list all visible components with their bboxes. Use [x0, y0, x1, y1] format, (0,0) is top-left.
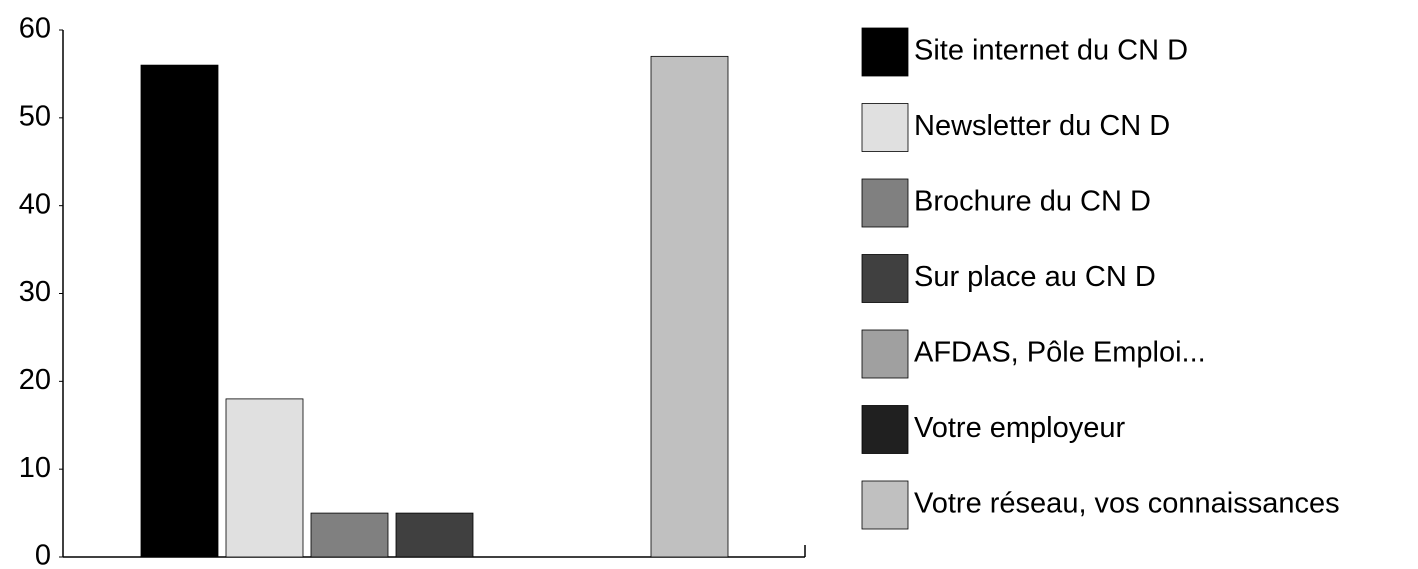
legend-label: Votre réseau, vos connaissances [914, 488, 1340, 520]
bar [650, 55, 729, 558]
legend-swatch [861, 480, 909, 530]
legend-swatch [861, 254, 909, 303]
legend-label: Sur place au CN D [914, 261, 1156, 293]
bar [140, 64, 219, 558]
legend-label: Votre employeur [914, 412, 1126, 444]
bar [225, 398, 304, 558]
legend-swatch [861, 329, 909, 379]
y-tick-label: 20 [19, 364, 51, 396]
y-tick-label: 40 [19, 188, 51, 220]
legend-label: Brochure du CN D [914, 186, 1151, 218]
legend-label: Site internet du CN D [914, 35, 1188, 67]
legend-label: AFDAS, Pôle Emploi... [914, 337, 1206, 369]
legend-swatch [861, 405, 909, 454]
legend-swatch [861, 27, 909, 77]
bar [310, 512, 389, 558]
bar [395, 512, 474, 558]
y-tick-label: 10 [19, 452, 51, 484]
legend-swatch [861, 103, 909, 152]
y-tick-label: 50 [19, 100, 51, 132]
y-tick-label: 0 [35, 540, 51, 569]
legend-swatch [861, 178, 909, 228]
legend-label: Newsletter du CN D [914, 110, 1170, 142]
y-tick-label: 60 [19, 13, 51, 45]
y-tick-label: 30 [19, 276, 51, 308]
